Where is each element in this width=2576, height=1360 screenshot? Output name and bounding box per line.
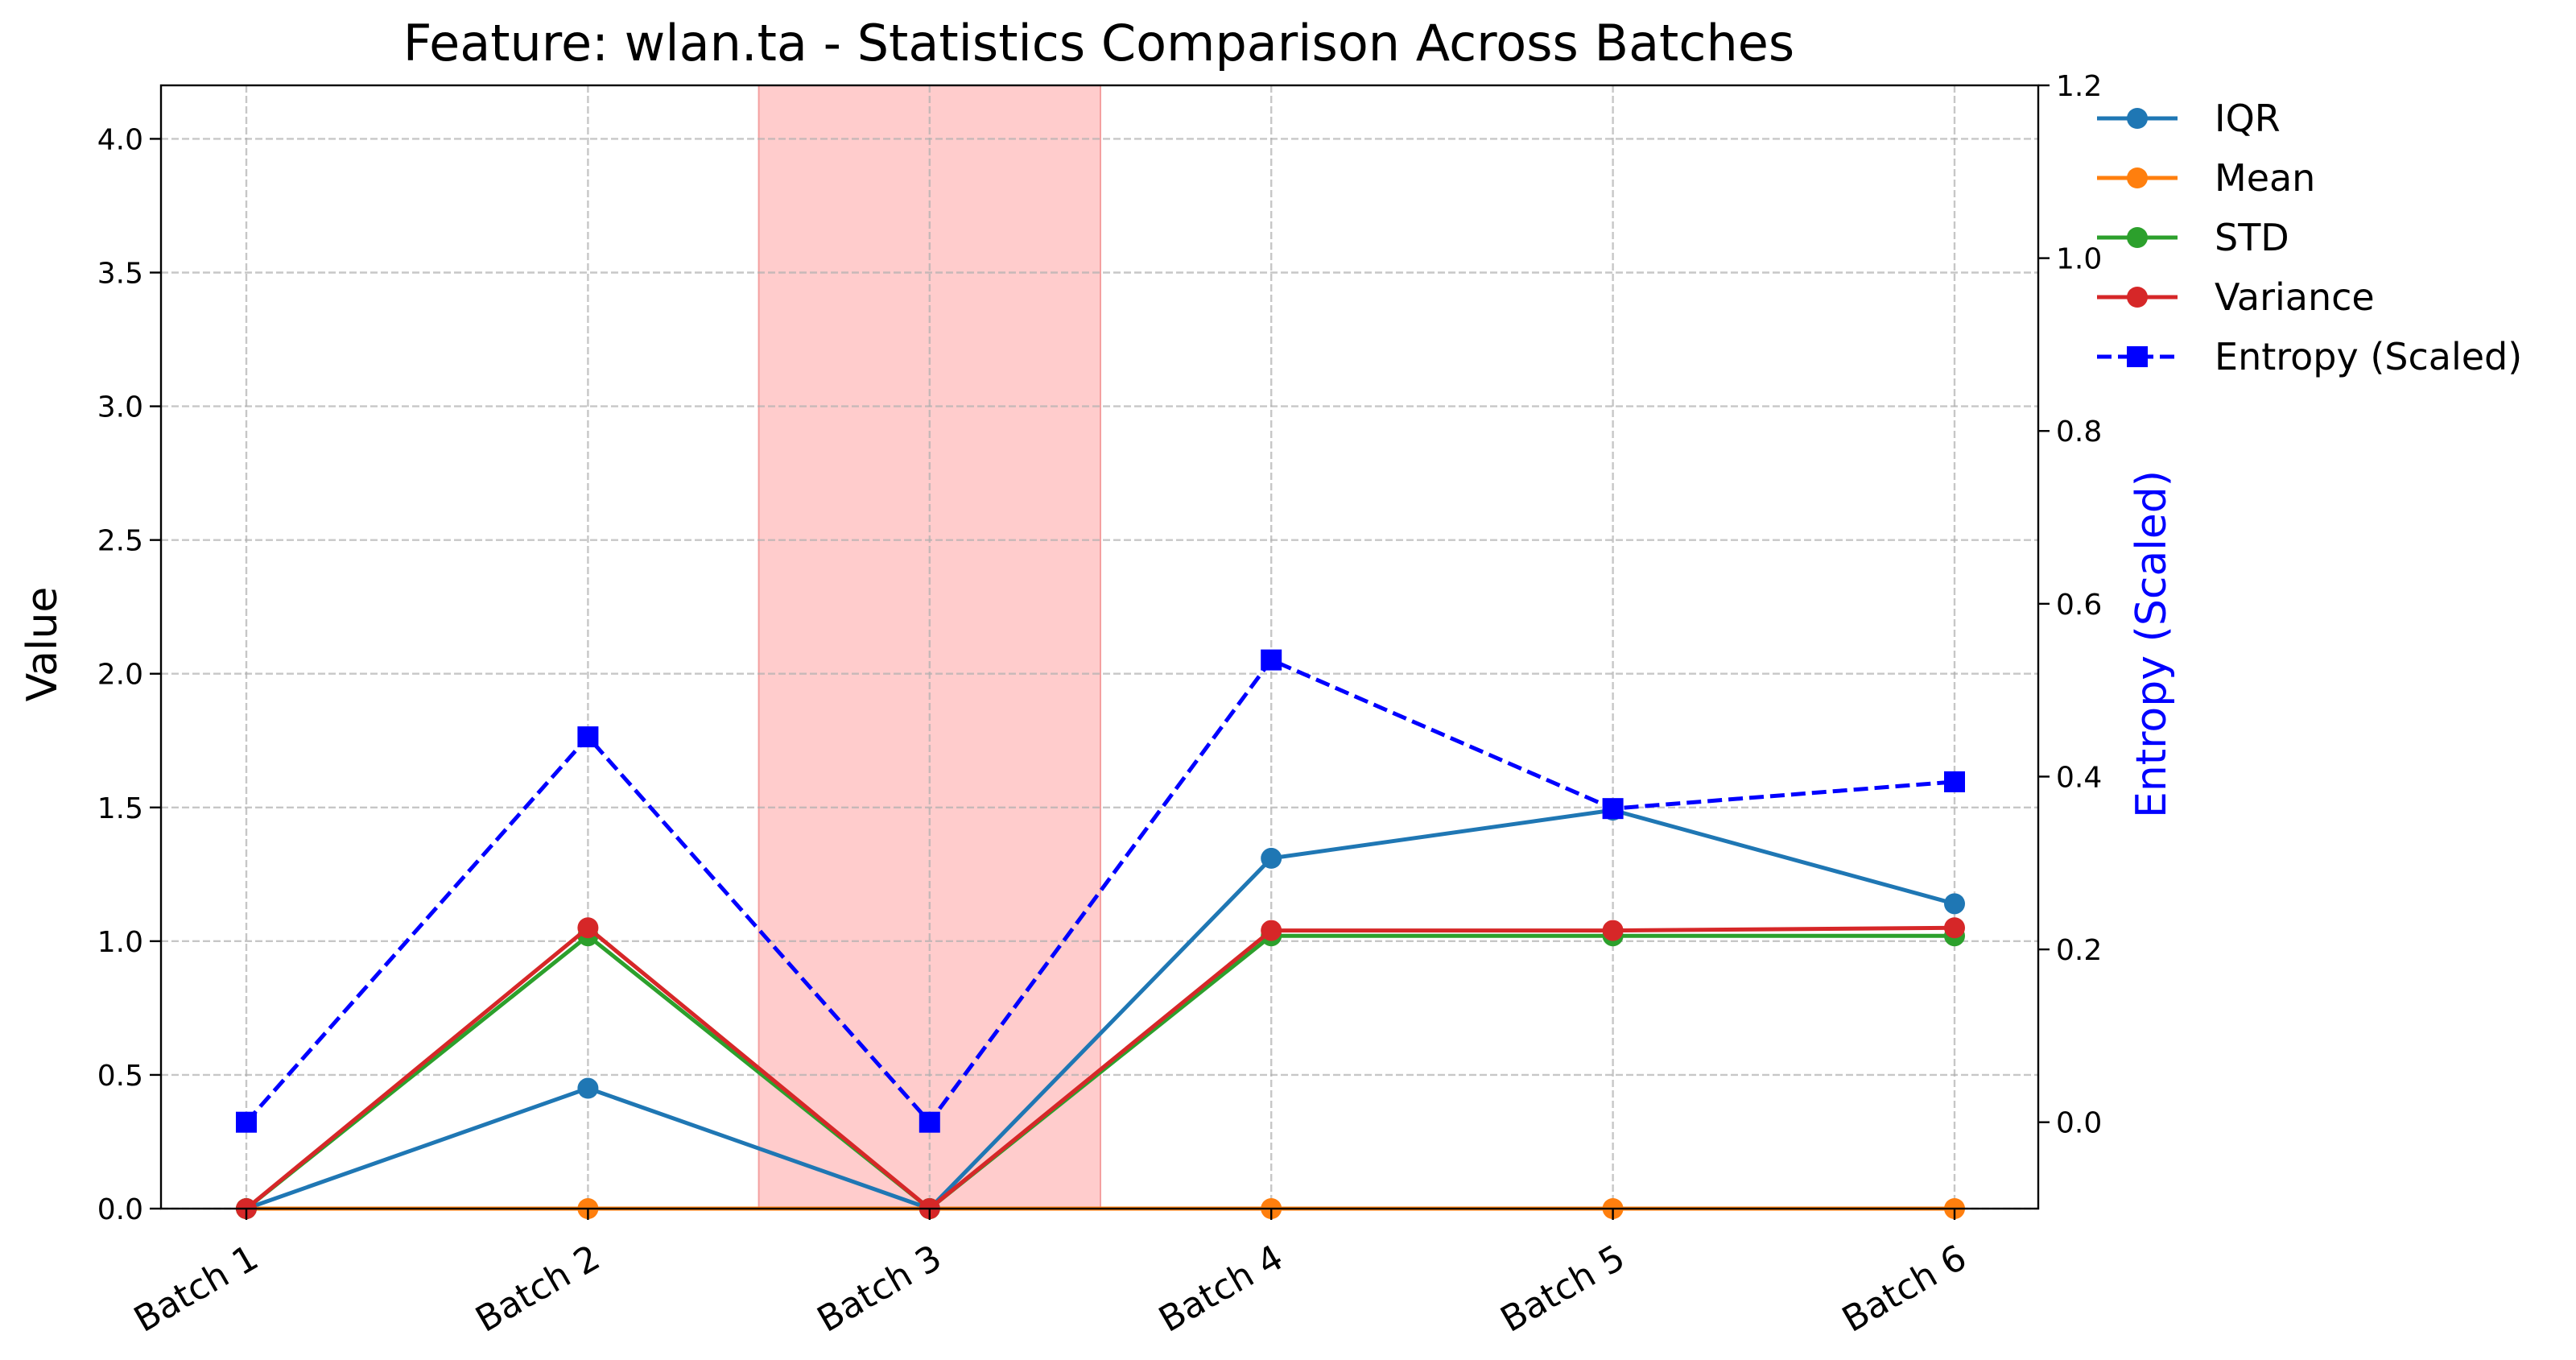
series-point-3 [1261, 920, 1282, 941]
series-point-3 [1944, 917, 1965, 939]
series-line-0 [246, 808, 1955, 1211]
y-right-tick-label: 0.4 [2056, 761, 2102, 794]
legend-label-0: IQR [2215, 97, 2281, 140]
y-tick-label: 0.0 [97, 1193, 143, 1226]
legend-marker-0 [2127, 108, 2148, 129]
plot-area-frame [159, 84, 2040, 1210]
series-point-4 [236, 1111, 257, 1133]
series-point-4 [1944, 771, 1965, 792]
series-point-3 [1602, 920, 1624, 941]
y-tick-label: 1.0 [97, 926, 143, 959]
y-tick-label: 1.5 [97, 792, 143, 825]
series-line-2 [245, 933, 1955, 1211]
y-right-tick-label: 0.2 [2056, 934, 2102, 967]
legend-marker-4 [2127, 346, 2148, 367]
y-tick-label: 3.5 [97, 258, 143, 291]
legend-label-3: Variance [2215, 275, 2375, 319]
series-point-4 [1602, 798, 1624, 820]
series-point-4 [919, 1111, 940, 1133]
chart-title: Feature: wlan.ta - Statistics Comparison… [403, 14, 1794, 72]
legend-label-4: Entropy (Scaled) [2215, 335, 2522, 378]
series-point-3 [577, 917, 599, 939]
legend-marker-3 [2127, 287, 2148, 308]
legend-label-1: Mean [2215, 156, 2315, 200]
series-point-0 [1944, 893, 1965, 915]
series-point-4 [577, 726, 599, 748]
y-right-tick-label: 0.0 [2056, 1107, 2102, 1140]
series-point-4 [1261, 649, 1282, 671]
series-line-4 [245, 658, 1955, 1125]
legend-marker-2 [2127, 227, 2148, 248]
legend-marker-1 [2127, 167, 2148, 188]
y-tick-label: 3.0 [97, 391, 143, 424]
legend-label-2: STD [2215, 216, 2289, 259]
series-point-0 [577, 1077, 599, 1099]
legend: IQR Mean STD Variance Entropy (Scaled) [2097, 97, 2522, 378]
y-tick-label: 4.0 [97, 123, 143, 156]
y-axis-right-label: Entropy (Scaled) [2128, 470, 2176, 818]
y-right-tick-label: 1.2 [2056, 70, 2102, 103]
y-tick-label: 2.0 [97, 659, 143, 692]
y-tick-label: 2.5 [97, 525, 143, 558]
y-right-tick-label: 0.6 [2056, 589, 2102, 622]
series-point-0 [1261, 847, 1282, 869]
y-right-tick-label: 0.8 [2056, 415, 2102, 449]
y-tick-label: 0.5 [97, 1060, 143, 1093]
series-line-3 [245, 925, 1955, 1211]
y-right-tick-label: 1.0 [2056, 243, 2102, 276]
y-axis-label: Value [19, 587, 67, 702]
